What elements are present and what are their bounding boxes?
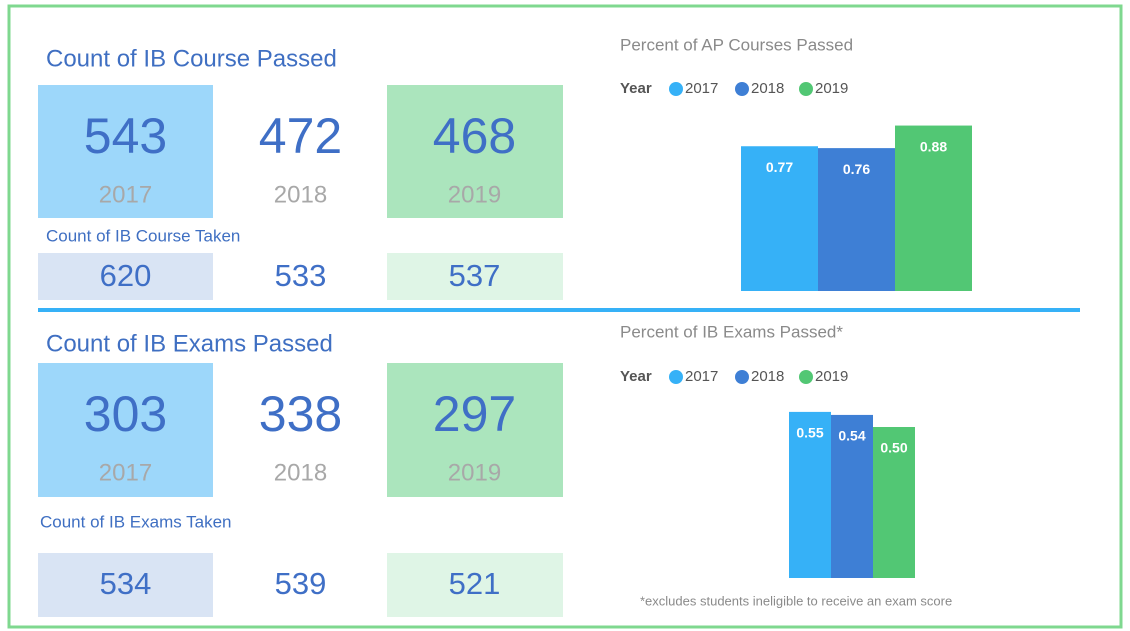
bar <box>831 414 873 578</box>
legend-title: Year <box>620 80 652 97</box>
data-label: 0.77 <box>766 159 793 175</box>
taken-card <box>387 553 563 617</box>
bar <box>789 411 831 578</box>
legend-label: 2019 <box>815 368 848 385</box>
legend-swatch <box>735 82 749 96</box>
kpi-year: 2019 <box>448 459 501 486</box>
taken-value: 620 <box>100 258 152 293</box>
legend-label: 2018 <box>751 80 784 97</box>
chart-title: Percent of AP Courses Passed <box>620 35 853 54</box>
data-label: 0.54 <box>838 428 865 444</box>
data-label: 0.88 <box>920 138 947 154</box>
kpi-card <box>38 85 213 218</box>
legend-swatch <box>669 82 683 96</box>
data-label: 0.50 <box>880 440 907 456</box>
kpi-value: 472 <box>259 108 342 164</box>
taken-title: Count of IB Course Taken <box>46 226 240 245</box>
legend-label: 2019 <box>815 80 848 97</box>
taken-value: 533 <box>275 258 327 293</box>
kpi-card <box>38 363 213 497</box>
legend-swatch <box>735 370 749 384</box>
taken-card <box>38 253 213 300</box>
footnote: *excludes students ineligible to receive… <box>640 593 952 608</box>
kpi-value: 338 <box>259 386 342 442</box>
data-label: 0.55 <box>796 425 823 441</box>
panel-title: Count of IB Course Passed <box>46 45 337 72</box>
data-label: 0.76 <box>843 161 870 177</box>
legend-label: 2017 <box>685 80 718 97</box>
kpi-value: 303 <box>84 386 167 442</box>
bar <box>818 148 895 291</box>
taken-card <box>387 253 563 300</box>
legend-swatch <box>799 370 813 384</box>
taken-value: 539 <box>275 566 327 601</box>
kpi-year: 2017 <box>99 459 152 486</box>
kpi-value: 297 <box>433 386 516 442</box>
kpi-year: 2019 <box>448 181 501 208</box>
taken-title: Count of IB Exams Taken <box>40 512 232 531</box>
taken-value: 521 <box>449 566 501 601</box>
kpi-card <box>387 363 563 497</box>
bar <box>895 125 972 291</box>
legend-swatch <box>799 82 813 96</box>
kpi-year: 2017 <box>99 181 152 208</box>
kpi-value: 543 <box>84 108 167 164</box>
kpi-value: 468 <box>433 108 516 164</box>
panel-title: Count of IB Exams Passed <box>46 330 333 357</box>
legend-label: 2017 <box>685 368 718 385</box>
legend-swatch <box>669 370 683 384</box>
frame <box>7 4 1123 629</box>
taken-card <box>38 553 213 617</box>
kpi-year: 2018 <box>274 459 327 486</box>
bar <box>873 427 915 578</box>
legend-label: 2018 <box>751 368 784 385</box>
bar <box>741 146 818 291</box>
taken-value: 534 <box>100 566 152 601</box>
taken-value: 537 <box>449 258 501 293</box>
legend-title: Year <box>620 368 652 385</box>
chart-title: Percent of IB Exams Passed* <box>620 322 843 341</box>
kpi-card <box>387 85 563 218</box>
kpi-year: 2018 <box>274 181 327 208</box>
